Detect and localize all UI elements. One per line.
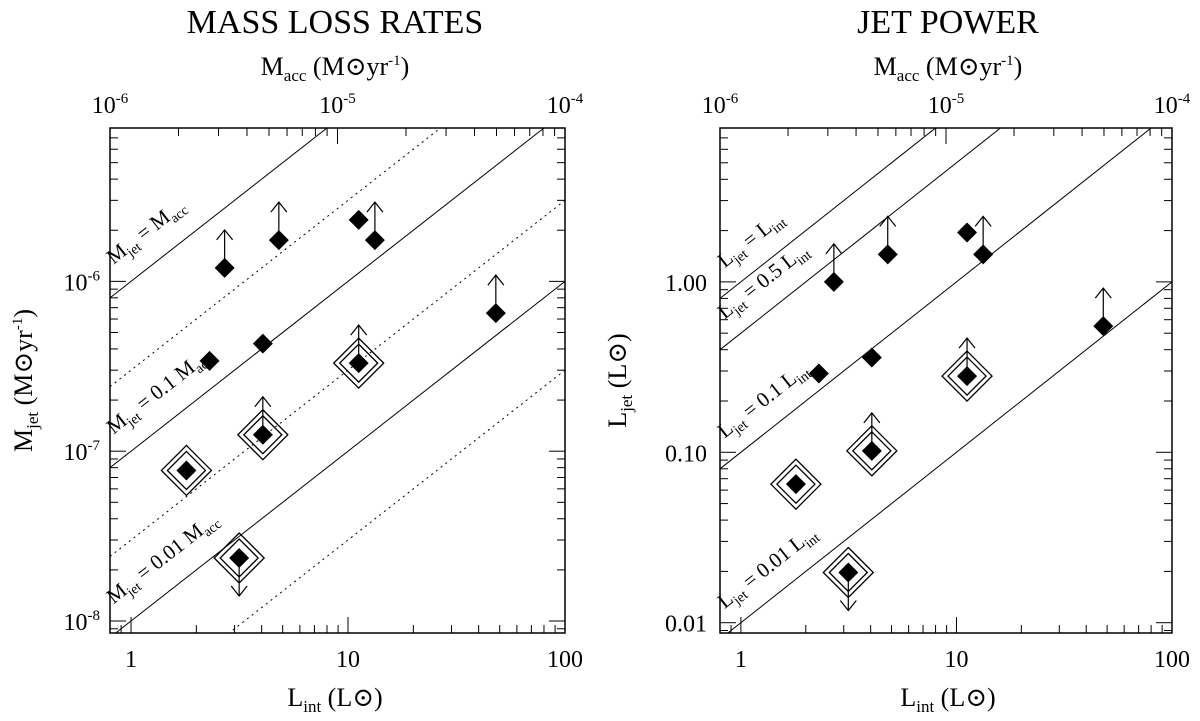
open-diamond-marker-inner	[851, 430, 892, 471]
dotted-ratio-line	[110, 199, 565, 557]
lower-limit-arrowhead	[879, 215, 897, 227]
ratio-line	[720, 128, 1152, 470]
ratio-line	[114, 280, 565, 633]
axis-ticks	[719, 127, 1173, 633]
open-diamond-marker	[845, 424, 898, 477]
top-tick-label: 10-6	[92, 91, 129, 119]
filled-diamond-marker	[364, 230, 385, 251]
line-label: Mjet = Macc	[102, 193, 192, 272]
top-tick-label: 10-4	[547, 91, 584, 119]
filled-diamond-marker	[229, 547, 250, 568]
open-diamond-marker	[941, 350, 993, 403]
top-tick-label: 10-6	[702, 91, 739, 119]
chart-title: MASS LOSS RATES	[187, 4, 484, 41]
filled-diamond-marker	[268, 230, 289, 251]
x-tick-label: 1	[125, 647, 137, 673]
x-tick-label: 10	[944, 647, 968, 673]
line-label: Ljet = 0.1 Lint	[713, 357, 815, 446]
lower-limit-arrowhead	[270, 201, 288, 213]
filled-diamond-marker	[1093, 316, 1114, 337]
ratio-line	[727, 281, 1172, 633]
x-tick-label: 10	[336, 647, 360, 673]
lower-limit-arrowhead	[254, 395, 272, 408]
lower-limit-arrowhead	[350, 324, 368, 336]
filled-diamond-marker	[348, 353, 369, 374]
panel-mass: MASS LOSS RATES Macc (M⊙yr-1) 10-6 10-5 10-4…	[9, 4, 584, 716]
reference-lines	[110, 128, 565, 633]
line-label: Mjet = 0.1 Macc	[102, 343, 217, 441]
lower-limit-arrowhead	[974, 215, 992, 227]
panel-jet: JET POWER Macc (M⊙yr-1) 10-6 10-5 10-4 1 10 100…	[603, 4, 1191, 716]
open-diamond-marker	[769, 458, 822, 511]
ratio-line	[110, 128, 545, 469]
reference-lines	[720, 128, 1172, 633]
upper-limit-arrowhead	[839, 600, 857, 612]
open-diamond-marker-inner	[947, 356, 987, 397]
filled-diamond-marker	[861, 347, 882, 368]
open-diamond-marker	[160, 444, 213, 497]
top-axis-label: Macc (M⊙yr-1)	[874, 52, 1023, 85]
ratio-line	[110, 128, 328, 299]
ratio-line	[720, 128, 937, 299]
data-points	[769, 215, 1114, 612]
filled-diamond-marker	[176, 460, 197, 481]
open-diamond-marker-inner	[775, 464, 816, 505]
x-axis-label: Lint (L⊙)	[900, 683, 995, 716]
filled-diamond-marker	[973, 244, 994, 265]
top-axis-label: Macc (M⊙yr-1)	[261, 52, 410, 85]
lower-limit-arrowhead	[1094, 287, 1112, 299]
filled-diamond-marker	[252, 424, 273, 445]
filled-diamond-marker	[214, 257, 235, 278]
lower-limit-arrowhead	[825, 242, 843, 255]
filled-diamond-marker	[861, 440, 882, 461]
dotted-ratio-line	[110, 128, 442, 388]
upper-limit-arrowhead	[230, 585, 248, 597]
top-tick-label: 10-5	[319, 91, 356, 119]
x-tick-label: 100	[1154, 647, 1190, 673]
filled-diamond-marker	[199, 350, 220, 371]
open-diamond-marker-inner	[166, 450, 207, 491]
open-diamond-marker	[236, 408, 289, 461]
filled-diamond-marker	[808, 363, 829, 384]
filled-diamond-marker	[823, 271, 844, 292]
y-axis-label: Ljet (L⊙)	[603, 333, 636, 427]
filled-diamond-marker	[785, 474, 806, 495]
lower-limit-arrowhead	[216, 228, 234, 241]
filled-diamond-marker	[957, 222, 978, 243]
y-tick-label: 0.10	[665, 441, 707, 467]
data-points	[160, 201, 506, 597]
lower-limit-arrowhead	[366, 201, 384, 213]
filled-diamond-marker	[485, 303, 506, 324]
x-axis-label: Lint (L⊙)	[287, 683, 382, 716]
filled-diamond-marker	[877, 244, 898, 265]
filled-diamond-marker	[957, 366, 978, 387]
y-tick-label: 1.00	[665, 271, 707, 297]
chart-title: JET POWER	[857, 4, 1039, 41]
open-diamond-marker-inner	[242, 414, 283, 455]
line-label: Ljet = Lint	[713, 206, 791, 276]
y-tick-label: 10-7	[64, 438, 101, 466]
x-tick-label: 100	[547, 647, 583, 673]
lower-limit-arrowhead	[958, 337, 976, 349]
x-tick-label: 1	[735, 647, 747, 673]
top-tick-label: 10-4	[1154, 91, 1191, 119]
filled-diamond-marker	[252, 333, 273, 354]
ratio-line	[720, 128, 1002, 351]
top-tick-label: 10-5	[928, 91, 965, 119]
open-diamond-marker	[332, 337, 385, 390]
lower-limit-arrowhead	[487, 274, 505, 286]
filled-diamond-marker	[838, 562, 859, 583]
filled-diamond-marker	[348, 209, 369, 230]
y-tick-label: 0.01	[665, 612, 707, 638]
open-diamond-marker-inner	[338, 343, 379, 384]
axis-ticks	[109, 127, 566, 633]
line-label: Ljet = 0.01 Lint	[713, 521, 824, 617]
y-tick-label: 10-8	[64, 608, 101, 636]
y-axis-label: Mjet (M⊙yr-1)	[9, 309, 42, 452]
dotted-ratio-line	[228, 369, 565, 633]
lower-limit-arrowhead	[863, 411, 881, 424]
y-tick-label: 10-6	[64, 268, 101, 296]
